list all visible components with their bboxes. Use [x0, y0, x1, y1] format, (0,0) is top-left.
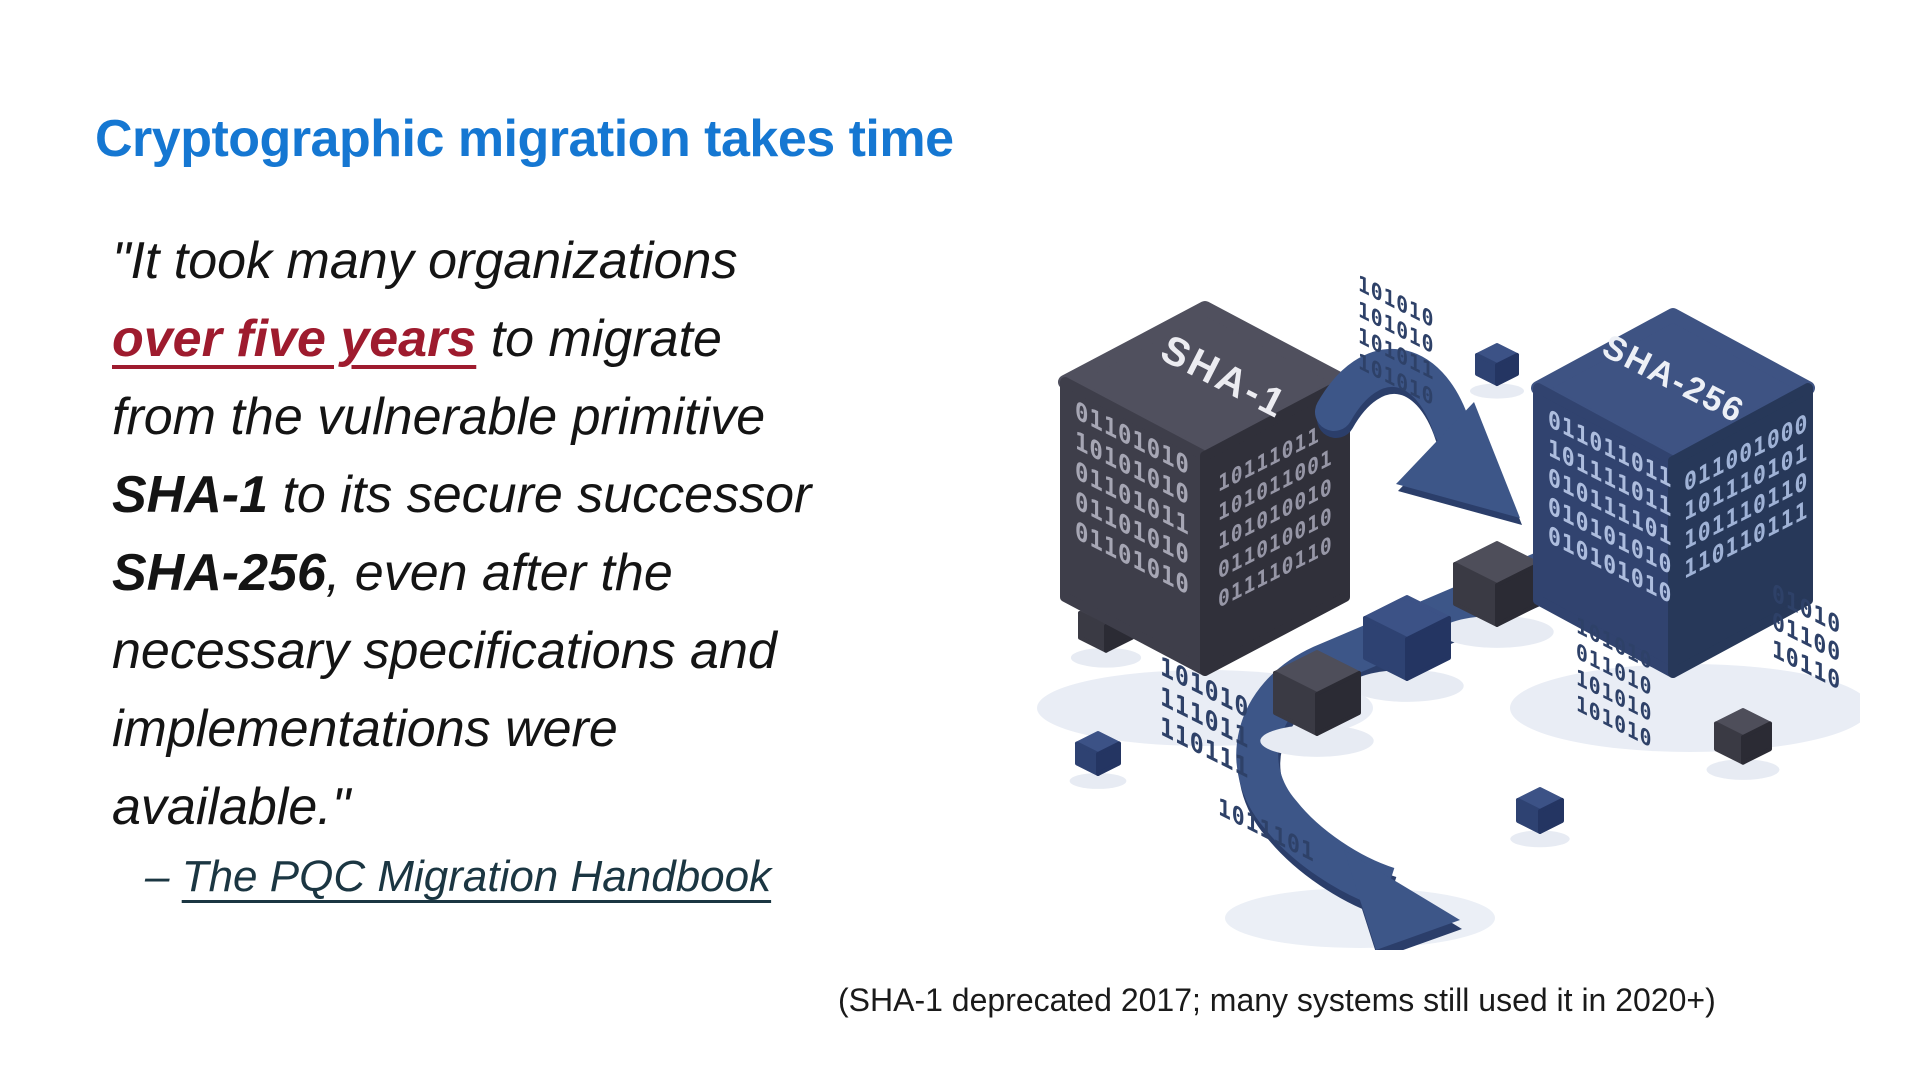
quote-line: implementations were	[112, 690, 811, 768]
quote-text: "It took many organizations	[112, 232, 738, 290]
floating-cube-dark	[1706, 708, 1780, 780]
bold-term: SHA-256	[112, 544, 326, 602]
migration-arrowhead	[1396, 402, 1520, 518]
quote-block: "It took many organizations over five yea…	[112, 222, 811, 846]
floating-cube-blue	[1470, 343, 1524, 399]
quote-line: from the vulnerable primitive	[112, 378, 811, 456]
pipe-cube-dark	[1260, 650, 1374, 757]
floating-cube-blue	[1069, 731, 1127, 789]
quote-lines: "It took many organizations over five yea…	[112, 222, 811, 846]
migration-illustration: SHA-1 SHA-256 01101010101010100110101101…	[1037, 271, 1860, 950]
pipe-arrowhead	[1344, 850, 1460, 950]
highlight-over-five-years: over five years	[112, 310, 477, 368]
quote-line: necessary specifications and	[112, 612, 811, 690]
floating-cube-blue	[1510, 787, 1570, 848]
pipe-cube-dark	[1440, 541, 1554, 648]
pipe-cube-blue	[1350, 595, 1464, 702]
migration-arrow	[1315, 348, 1522, 525]
quote-text: available."	[112, 778, 351, 836]
quote-line: over five years to migrate	[112, 300, 811, 378]
quote-text: , even after the	[325, 544, 673, 602]
quote-text: to its secure successor	[268, 466, 812, 524]
quote-text: implementations were	[112, 700, 618, 758]
attribution-dash: –	[145, 852, 182, 901]
attribution-link[interactable]: The PQC Migration Handbook	[181, 852, 772, 901]
sha256-cube: SHA-256	[1531, 308, 1815, 678]
quote-line: SHA-1 to its secure successor	[112, 456, 811, 534]
cubes-layer	[1069, 343, 1780, 848]
attribution: – The PQC Migration Handbook	[145, 852, 771, 902]
quote-line: SHA-256, even after the	[112, 534, 811, 612]
sha1-cube: SHA-1	[1058, 301, 1352, 676]
quote-text: to migrate	[476, 310, 722, 368]
quote-text: necessary specifications and	[112, 622, 777, 680]
quote-text: from the vulnerable primitive	[112, 388, 766, 446]
quote-line: available."	[112, 768, 811, 846]
quote-line: "It took many organizations	[112, 222, 811, 300]
bold-term: SHA-1	[112, 466, 269, 524]
caption: (SHA-1 deprecated 2017; many systems sti…	[838, 982, 1716, 1018]
page-title: Cryptographic migration takes time	[95, 109, 954, 168]
